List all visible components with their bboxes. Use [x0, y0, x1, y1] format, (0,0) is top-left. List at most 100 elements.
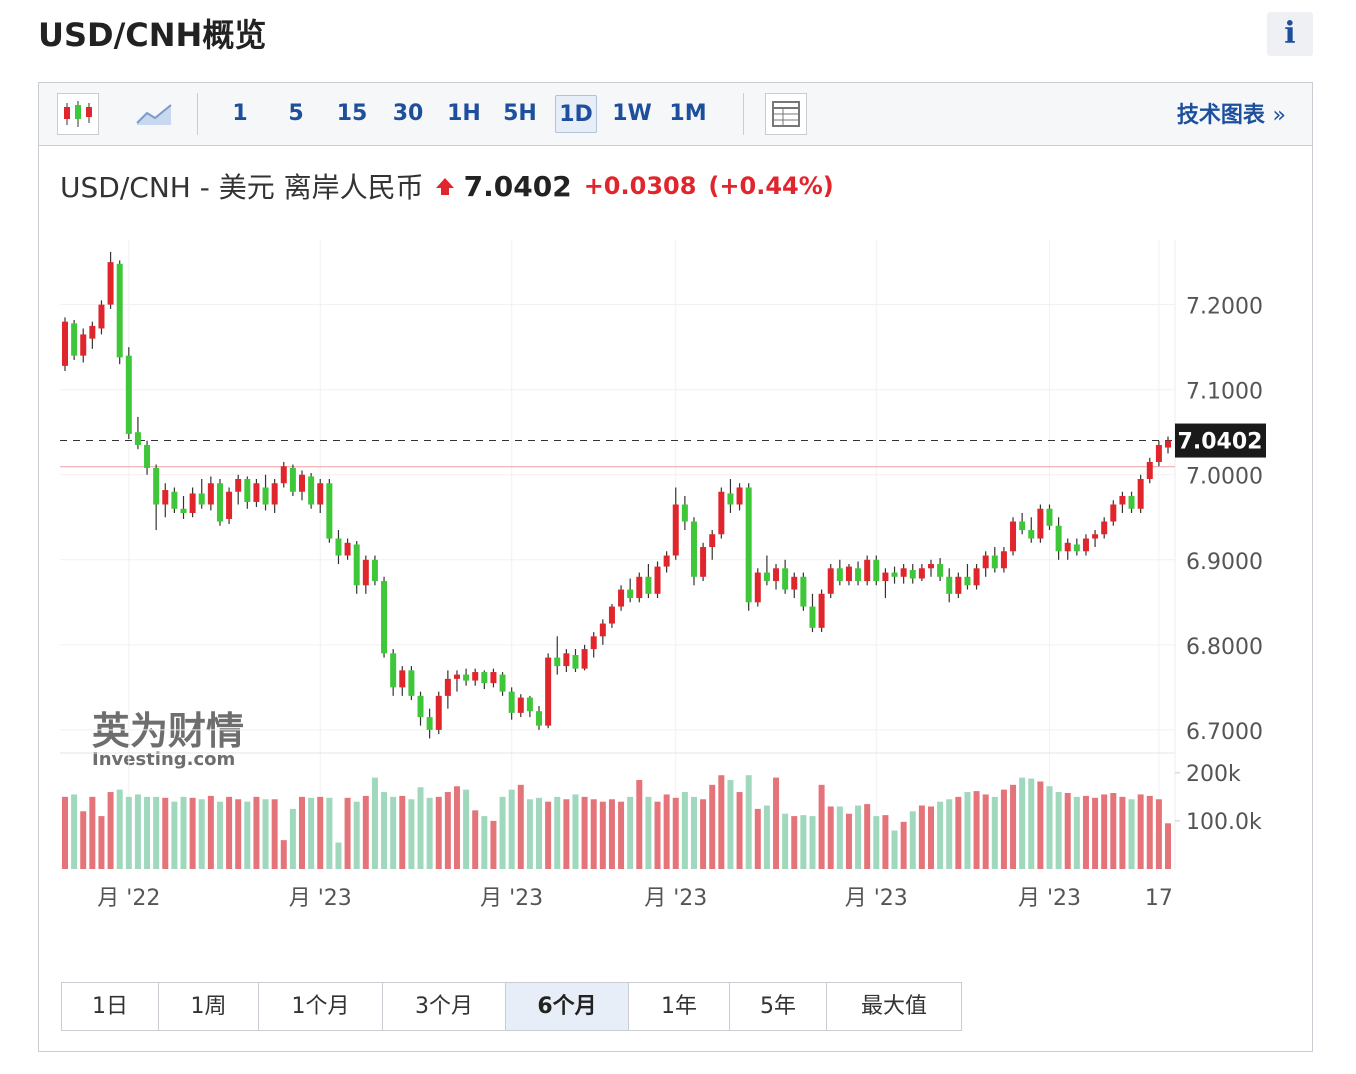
candle-body — [244, 478, 251, 502]
last-price-label: 7.0402 — [1178, 430, 1263, 455]
quote-line: USD/CNH - 美元 离岸人民币 7.0402 +0.0308 (+0.44… — [60, 166, 834, 206]
watermark-site: Investing.com — [92, 749, 235, 770]
candle-body — [162, 490, 169, 505]
candle-body — [134, 432, 141, 445]
candle-body — [927, 564, 934, 569]
volume-bar — [226, 796, 233, 869]
candle-body — [627, 589, 634, 599]
volume-bar — [453, 786, 460, 869]
candle-body — [736, 487, 743, 505]
volume-bar — [955, 796, 962, 869]
volume-bar — [745, 775, 752, 869]
candle-body — [1046, 508, 1053, 526]
candle-body — [636, 576, 643, 599]
range-button[interactable]: 1日 — [62, 983, 159, 1030]
candle-body — [964, 576, 971, 586]
volume-bar — [262, 799, 269, 869]
candle-body — [1019, 521, 1026, 531]
range-button[interactable]: 1周 — [159, 983, 259, 1030]
volume-bar — [517, 784, 524, 869]
tech-chart-link[interactable]: 技术图表 » — [1177, 97, 1286, 129]
volume-bar — [444, 792, 451, 869]
candle-body — [773, 568, 780, 582]
interval-button[interactable]: 5H — [503, 101, 537, 126]
candle-body — [900, 568, 907, 577]
candle-body — [71, 323, 78, 356]
interval-button[interactable]: 15 — [336, 101, 368, 126]
link-arrow[interactable]: » — [1272, 103, 1286, 128]
candle-body — [426, 717, 433, 730]
candle-body — [800, 576, 807, 607]
interval-button[interactable]: 30 — [392, 101, 424, 126]
interval-button[interactable]: 1D — [555, 95, 597, 133]
volume-bar — [490, 820, 497, 869]
candle-body — [1155, 444, 1162, 462]
table-icon[interactable] — [765, 93, 807, 135]
volume-bar — [1010, 784, 1017, 869]
volume-bar — [144, 796, 151, 869]
volume-bar — [80, 811, 87, 869]
interval-button[interactable]: 1H — [447, 101, 481, 126]
candle-body — [1028, 530, 1035, 539]
volume-bar — [864, 804, 871, 869]
volume-bar — [727, 780, 734, 869]
toolbar: 1 5 15 30 1H 5H 1D 1W 1M 技术图表 » — [38, 82, 1313, 146]
volume-bar — [71, 794, 78, 869]
candle-body — [763, 572, 770, 582]
candle-body — [836, 568, 843, 582]
volume-bar — [791, 816, 798, 869]
volume-bar — [909, 811, 916, 869]
range-button[interactable]: 1年 — [629, 983, 730, 1030]
interval-button[interactable]: 1M — [669, 101, 707, 126]
candle-body — [946, 576, 953, 594]
y-tick-label: 6.9000 — [1186, 550, 1263, 575]
up-arrow — [435, 178, 454, 195]
candle-body — [973, 568, 980, 586]
candle-body — [1128, 496, 1135, 509]
volume-bar — [855, 805, 862, 869]
volume-bar — [809, 816, 816, 869]
volume-tick-label: 100.0k — [1186, 810, 1262, 835]
candle-body — [253, 483, 260, 502]
change-pct: (+0.44%) — [708, 172, 834, 200]
range-button[interactable]: 3个月 — [383, 983, 506, 1030]
candle-body — [508, 691, 515, 713]
volume-bar — [1000, 789, 1007, 869]
candle-body — [517, 697, 524, 713]
volume-bar — [189, 797, 196, 869]
range-button[interactable]: 6个月 — [506, 983, 629, 1030]
volume-bar — [280, 840, 287, 869]
range-button[interactable]: 最大值 — [860, 994, 927, 1019]
candle-body — [308, 476, 315, 505]
volume-bar — [608, 799, 615, 869]
volume-bar — [782, 813, 789, 869]
line-icon[interactable] — [135, 99, 175, 129]
volume-bar — [353, 801, 360, 869]
interval-button[interactable]: 1 — [232, 101, 248, 126]
link-text[interactable]: 技术图表 — [1176, 103, 1265, 128]
interval-button[interactable]: 1W — [612, 101, 652, 126]
volume-bar — [1146, 795, 1153, 869]
volume-bar — [627, 796, 634, 869]
candle-body — [1146, 461, 1153, 479]
candle-body — [918, 568, 925, 579]
candle-body — [809, 606, 816, 628]
volume-bar — [317, 796, 324, 869]
candle-body — [581, 649, 588, 669]
candle-icon[interactable] — [57, 93, 99, 135]
range-button[interactable]: 5年 — [730, 983, 827, 1030]
x-tick-label: 月 '23 — [480, 886, 543, 911]
candle-body — [153, 467, 160, 505]
separator — [743, 93, 744, 135]
candle-body — [645, 576, 652, 594]
volume-bar — [618, 801, 625, 869]
candle-body — [599, 623, 606, 637]
interval-button[interactable]: 5 — [288, 101, 304, 126]
x-tick-label: 月 '23 — [289, 886, 352, 911]
volume-bar — [681, 792, 688, 869]
candle-body — [709, 534, 716, 548]
info-button[interactable]: i — [1267, 12, 1313, 56]
candle-body — [690, 521, 697, 577]
range-button[interactable]: 1个月 — [259, 983, 383, 1030]
y-tick-label: 6.7000 — [1186, 720, 1263, 745]
